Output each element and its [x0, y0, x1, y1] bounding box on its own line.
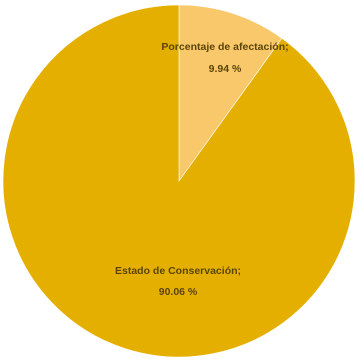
slice-label-value-conservation: 90.06 %	[159, 286, 198, 298]
pie-slice-1	[3, 5, 355, 357]
slice-label-value-affectation: 9.94 %	[209, 63, 242, 75]
slice-label-category-conservation: Estado de Conservación;	[115, 265, 241, 277]
slice-label-category-affectation: Porcentaje de afectación;	[161, 41, 288, 53]
pie-slices	[3, 5, 355, 357]
